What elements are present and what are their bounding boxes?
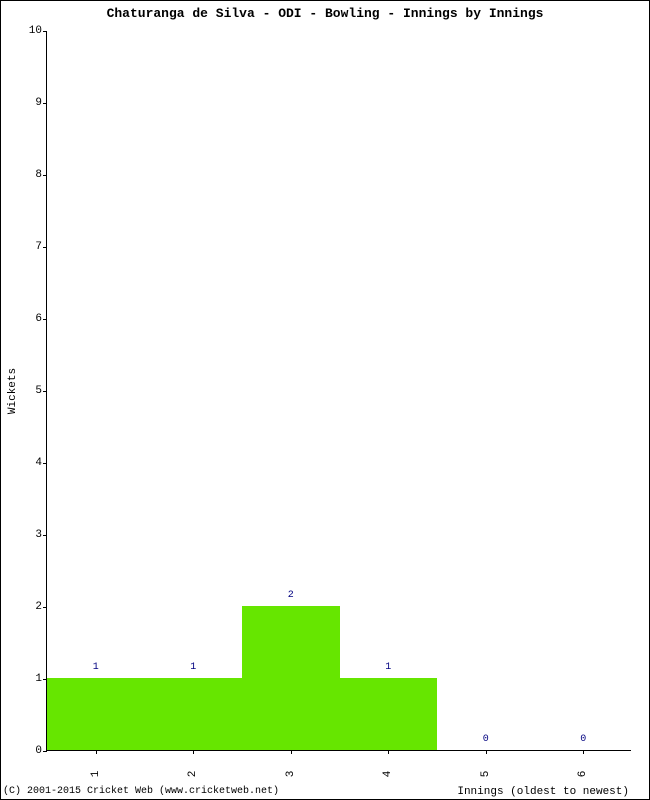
chart-container: Chaturanga de Silva - ODI - Bowling - In… [0,0,650,800]
plot-area: 012345678910112132415060 [46,31,631,751]
y-tick-mark [43,463,47,464]
x-tick-mark [486,750,487,754]
bar [340,678,438,750]
y-tick-mark [43,751,47,752]
y-tick-mark [43,319,47,320]
y-tick-label: 2 [22,601,42,613]
x-axis-label: Innings (oldest to newest) [457,786,629,798]
y-tick-mark [43,31,47,32]
y-tick-mark [43,535,47,536]
x-tick-label: 2 [187,771,199,778]
y-tick-label: 8 [22,169,42,181]
bar-value-label: 2 [288,590,294,601]
y-tick-label: 5 [22,385,42,397]
x-tick-mark [291,750,292,754]
y-axis-label: Wickets [7,368,19,414]
y-tick-mark [43,103,47,104]
copyright-text: (C) 2001-2015 Cricket Web (www.cricketwe… [3,786,279,797]
y-tick-label: 10 [22,25,42,37]
y-tick-mark [43,175,47,176]
y-tick-label: 3 [22,529,42,541]
x-tick-mark [96,750,97,754]
bar-value-label: 1 [385,662,391,673]
y-tick-label: 1 [22,673,42,685]
y-tick-mark [43,391,47,392]
bar [145,678,243,750]
y-tick-label: 7 [22,241,42,253]
y-tick-label: 0 [22,745,42,757]
y-tick-label: 4 [22,457,42,469]
x-tick-label: 5 [480,771,492,778]
bar-value-label: 0 [483,734,489,745]
bar-value-label: 1 [93,662,99,673]
y-tick-mark [43,247,47,248]
y-tick-label: 6 [22,313,42,325]
bar-value-label: 1 [190,662,196,673]
bar [47,678,145,750]
x-tick-label: 6 [577,771,589,778]
y-tick-label: 9 [22,97,42,109]
x-tick-label: 3 [285,771,297,778]
bar [242,606,340,750]
x-tick-mark [193,750,194,754]
chart-title: Chaturanga de Silva - ODI - Bowling - In… [1,6,649,21]
y-tick-mark [43,607,47,608]
x-tick-label: 1 [90,771,102,778]
bar-value-label: 0 [580,734,586,745]
x-tick-label: 4 [382,771,394,778]
x-tick-mark [583,750,584,754]
x-tick-mark [388,750,389,754]
